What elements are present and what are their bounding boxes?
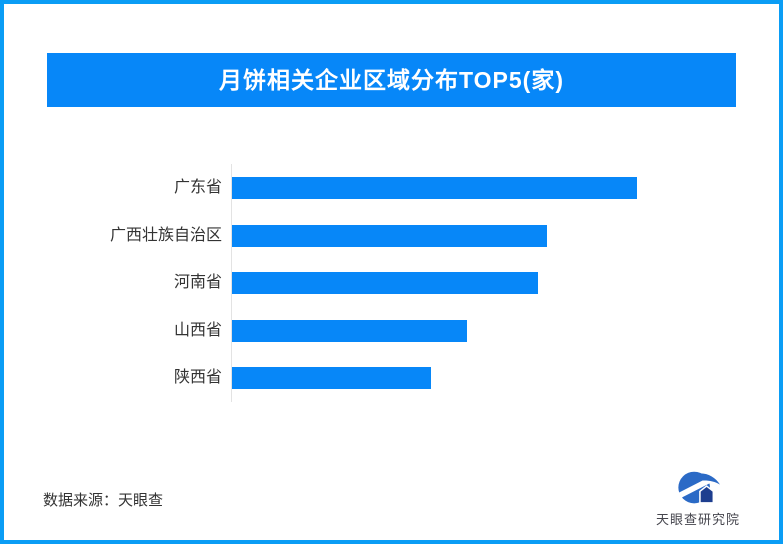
category-label: 广西壮族自治区 — [109, 226, 222, 244]
bar — [232, 367, 431, 389]
chart-row: 山西省 — [43, 319, 743, 342]
chart-row: 陕西省 — [43, 367, 743, 389]
bar-chart: 广东省广西壮族自治区河南省山西省陕西省 — [43, 164, 743, 402]
category-label: 河南省 — [173, 274, 222, 291]
bar — [232, 319, 467, 342]
chart-row: 河南省 — [43, 272, 743, 294]
title-banner: 月饼相关企业区域分布TOP5(家) — [47, 53, 736, 107]
bar — [232, 272, 538, 294]
category-label: 山西省 — [173, 321, 222, 339]
y-axis-baseline — [231, 164, 232, 402]
tianyancha-logo: 天眼查研究院 — [650, 468, 746, 528]
bar — [232, 224, 547, 247]
category-label: 广东省 — [173, 179, 222, 196]
chart-row: 广西壮族自治区 — [43, 224, 743, 247]
chart-row: 广东省 — [43, 177, 743, 199]
data-source-note: 数据来源：天眼查 — [43, 492, 164, 509]
tianyancha-swoosh-house-icon — [675, 471, 721, 504]
logo-text: 天眼查研究院 — [655, 512, 740, 527]
bar — [232, 177, 637, 199]
category-label: 陕西省 — [173, 369, 222, 386]
page-title: 月饼相关企业区域分布TOP5(家) — [219, 67, 564, 93]
